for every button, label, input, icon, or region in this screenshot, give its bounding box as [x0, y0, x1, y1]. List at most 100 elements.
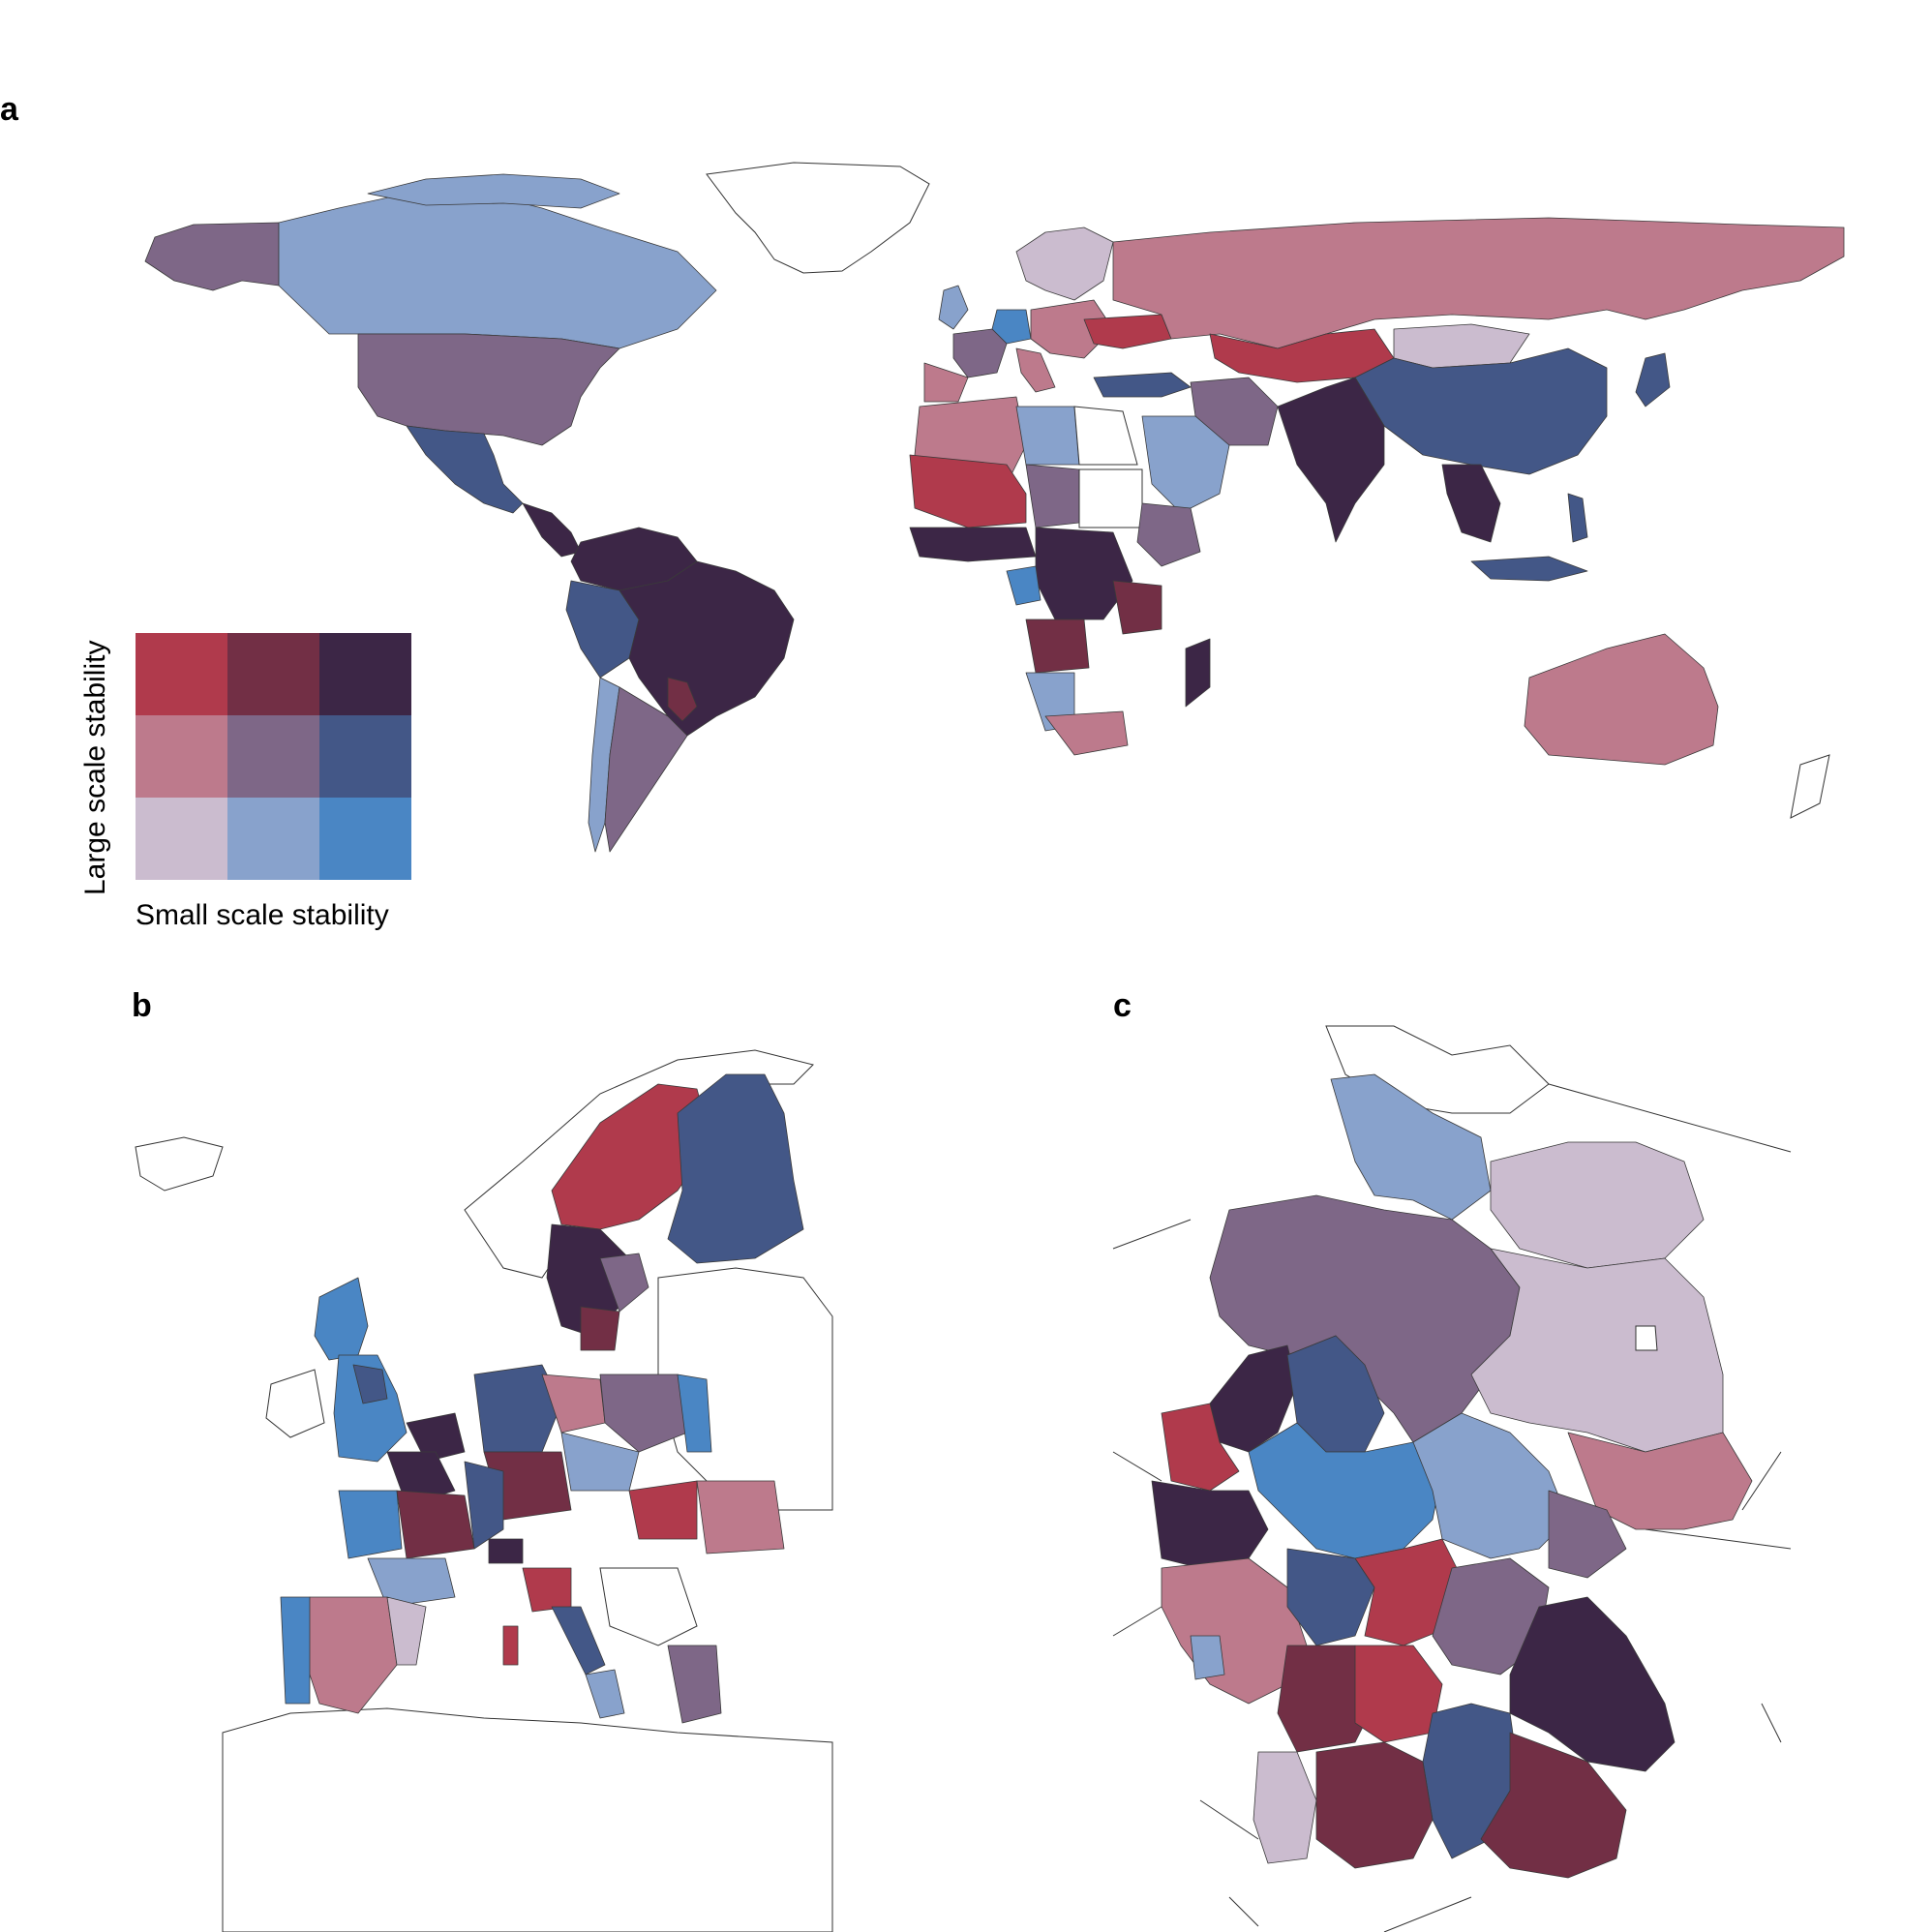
region-japan	[1635, 352, 1671, 408]
region-france-south	[367, 1557, 456, 1608]
legend-cell-mid-low	[136, 715, 227, 798]
legend-cell-mid-high	[319, 715, 411, 798]
region-sweden-east	[599, 1253, 649, 1313]
region-canada-islands	[367, 173, 620, 209]
region-west-africa	[909, 527, 1037, 562]
region-balkans	[599, 1567, 698, 1646]
region-russia	[1112, 217, 1845, 349]
region-ukraine	[1083, 314, 1172, 349]
region-eastern-europe	[1030, 299, 1114, 359]
region-philippines	[1567, 493, 1588, 543]
legend-cell-low-low	[136, 798, 227, 880]
region-south-baden	[1253, 1751, 1317, 1864]
europe-map	[135, 1049, 833, 1932]
region-india	[1277, 377, 1385, 543]
legend: Large scale stability Small scale stabil…	[79, 633, 411, 931]
region-france-east	[464, 1461, 504, 1550]
region-brandenburg	[1470, 1248, 1724, 1453]
world-map	[144, 162, 1845, 853]
region-france	[952, 328, 1008, 378]
region-switzerland	[488, 1538, 524, 1564]
region-china	[1354, 347, 1608, 475]
region-scandinavia	[1015, 226, 1114, 301]
region-schleswig-holstein	[1330, 1073, 1492, 1221]
region-angola	[1025, 619, 1090, 674]
region-usa	[357, 333, 620, 446]
panel-label-b: b	[132, 987, 152, 1024]
region-spain	[923, 362, 969, 403]
region-indonesia	[1470, 556, 1588, 582]
region-poland	[599, 1374, 688, 1453]
region-romania	[696, 1480, 785, 1555]
region-portugal	[280, 1596, 311, 1705]
region-iceland	[135, 1136, 224, 1192]
region-sweden-southeast	[580, 1306, 620, 1351]
region-rhineland-south	[1151, 1480, 1269, 1569]
region-southern-africa	[1044, 710, 1129, 756]
region-italy-central	[551, 1606, 606, 1675]
legend-cell-low-mid	[227, 798, 319, 880]
region-greece	[667, 1645, 722, 1724]
region-mexico	[406, 425, 524, 514]
region-germany-north	[473, 1364, 562, 1453]
region-tanzania	[1112, 580, 1162, 635]
region-saudi	[1141, 415, 1230, 514]
legend-cell-high-high	[319, 633, 411, 715]
region-spain	[299, 1596, 398, 1714]
region-finland	[667, 1073, 804, 1264]
legend-cell-low-high	[319, 798, 411, 880]
region-uk-scotland	[314, 1277, 369, 1361]
legend-cell-high-low	[136, 633, 227, 715]
region-bavaria-east	[1509, 1596, 1675, 1772]
region-central-america	[522, 502, 582, 558]
legend-ylabel: Large scale stability	[79, 641, 111, 895]
region-france-center	[396, 1490, 475, 1559]
region-nrw-north	[1209, 1344, 1298, 1453]
region-mongolia	[1393, 323, 1530, 369]
region-canada	[278, 193, 717, 349]
region-rhineland-north	[1161, 1403, 1240, 1492]
region-gabon	[1006, 565, 1041, 606]
panel-label-c: c	[1113, 987, 1132, 1024]
legend-cell-high-mid	[227, 633, 319, 715]
region-brazil	[619, 560, 795, 737]
legend-cell-mid-mid	[227, 715, 319, 798]
region-paraguay	[667, 677, 698, 722]
region-hesse	[1248, 1422, 1443, 1559]
region-uk-midlands	[352, 1364, 388, 1404]
region-mecklenburg	[1490, 1141, 1705, 1269]
region-upper-bavaria	[1480, 1732, 1627, 1879]
region-neighbour-outlines	[1112, 1083, 1792, 1932]
region-italy-south	[585, 1669, 625, 1719]
germany-map	[1112, 1025, 1792, 1932]
region-uk-england	[333, 1354, 408, 1463]
region-hungary-romania	[628, 1480, 698, 1540]
region-wurttemberg	[1354, 1645, 1443, 1743]
region-saarland	[1190, 1635, 1225, 1680]
region-north-africa	[222, 1707, 833, 1932]
region-alaska	[144, 222, 280, 291]
region-argentina	[604, 686, 688, 853]
region-ethiopia	[1136, 502, 1201, 567]
region-berlin	[1635, 1325, 1658, 1351]
region-chad	[1025, 464, 1080, 528]
panel-label-a: a	[0, 91, 19, 128]
region-turkey	[1093, 372, 1192, 398]
region-italy	[1015, 347, 1056, 393]
region-greenland	[706, 162, 930, 274]
region-italy-north	[522, 1567, 572, 1613]
region-thuringia	[1412, 1412, 1569, 1559]
region-swabia	[1315, 1741, 1434, 1869]
region-madagascar	[1185, 638, 1211, 708]
region-sahel	[909, 454, 1027, 528]
region-southeast-asia	[1441, 464, 1501, 543]
region-new-zealand	[1790, 754, 1830, 819]
region-poland-east	[677, 1374, 712, 1453]
region-germany-w	[991, 309, 1032, 345]
region-egypt	[1073, 406, 1138, 466]
region-uk	[938, 285, 969, 330]
region-australia	[1524, 633, 1719, 766]
region-benelux	[406, 1412, 466, 1463]
region-sardinia	[502, 1625, 519, 1666]
